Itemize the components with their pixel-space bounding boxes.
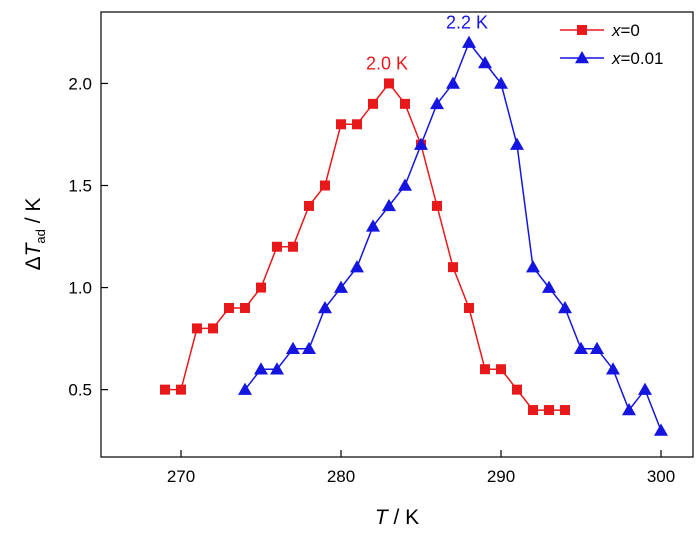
series-1 <box>238 35 668 436</box>
data-point <box>526 260 540 273</box>
data-point <box>414 137 428 150</box>
data-point <box>478 56 492 69</box>
data-point <box>352 119 362 130</box>
y-tick-label: 2.0 <box>68 74 92 93</box>
data-point <box>528 405 538 416</box>
data-point <box>224 302 234 313</box>
data-point <box>606 362 620 375</box>
data-point <box>334 280 348 293</box>
legend-marker <box>575 51 589 64</box>
data-point <box>286 341 300 355</box>
series-line <box>244 41 662 431</box>
x-tick-label: 290 <box>487 467 515 486</box>
plot-frame <box>100 11 694 458</box>
data-point <box>400 98 410 109</box>
data-point <box>638 382 652 395</box>
data-point <box>496 364 506 375</box>
data-point <box>494 76 508 89</box>
y-tick-label: 0.5 <box>68 381 92 400</box>
y-axis-ticks: 0.5 1.0 1.5 2.0 <box>68 74 108 400</box>
data-point <box>462 35 476 48</box>
data-point <box>512 384 522 395</box>
data-point <box>448 262 458 273</box>
data-point <box>176 384 186 395</box>
data-point <box>350 260 364 273</box>
y-axis-label: ΔTad / K <box>22 198 48 271</box>
x-axis-ticks: 270 280 290 300 <box>167 450 675 486</box>
data-point <box>382 198 396 212</box>
data-point <box>192 323 202 334</box>
y-tick-label: 1.5 <box>68 177 92 196</box>
data-point <box>654 423 668 436</box>
data-point <box>256 282 266 293</box>
data-point <box>560 405 570 416</box>
data-point <box>254 362 268 375</box>
data-point <box>480 364 490 375</box>
x-tick-label: 300 <box>647 467 675 486</box>
x-axis-label: T / K <box>375 506 419 529</box>
data-point <box>542 280 556 293</box>
data-point <box>574 341 588 355</box>
data-point <box>432 200 442 211</box>
data-point <box>384 78 394 89</box>
data-point <box>368 98 378 109</box>
data-point <box>270 362 284 375</box>
peak-annotation: 2.2 K <box>446 13 488 33</box>
data-point <box>288 241 298 252</box>
data-point <box>366 219 380 232</box>
data-point <box>302 341 316 355</box>
data-point <box>336 119 346 130</box>
data-point <box>622 403 636 416</box>
data-point <box>238 382 252 395</box>
data-point <box>304 200 314 211</box>
data-point <box>464 302 474 313</box>
data-point <box>160 384 170 395</box>
legend: x=0 x=0.01 <box>560 21 664 68</box>
legend-marker <box>577 25 587 35</box>
data-point <box>510 137 524 150</box>
annotations-layer: 2.0 K 2.2 K <box>366 13 488 74</box>
data-point <box>320 180 330 191</box>
data-point <box>590 341 604 355</box>
legend-item: x=0.01 <box>560 49 664 68</box>
data-point <box>398 178 412 191</box>
data-point <box>208 323 218 334</box>
data-point <box>272 241 282 252</box>
data-point <box>240 302 250 313</box>
legend-label: x=0 <box>611 21 640 40</box>
peak-annotation: 2.0 K <box>366 53 408 73</box>
legend-label: x=0.01 <box>611 49 664 68</box>
x-tick-label: 270 <box>167 467 195 486</box>
legend-item: x=0 <box>560 21 640 40</box>
x-tick-label: 280 <box>327 467 355 486</box>
series-layer <box>160 35 668 436</box>
data-point <box>318 300 332 314</box>
data-point <box>558 300 572 314</box>
data-point <box>430 96 444 110</box>
series-0 <box>160 78 570 416</box>
data-point <box>446 76 460 89</box>
data-point <box>544 405 554 416</box>
y-tick-label: 1.0 <box>68 279 92 298</box>
